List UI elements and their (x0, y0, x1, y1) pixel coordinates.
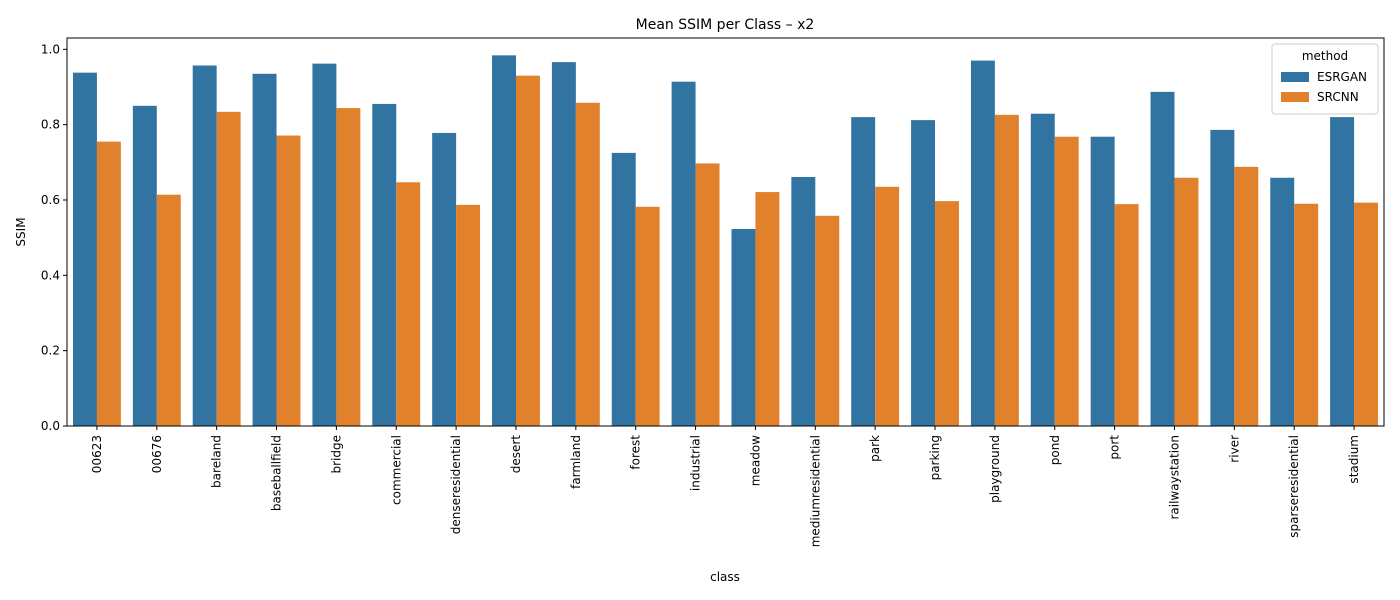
bar-esrgan-commercial (372, 103, 397, 427)
bars-layer (72, 55, 1379, 427)
x-tick-label-river: river (1227, 435, 1241, 463)
x-tick-label-00676: 00676 (150, 435, 164, 473)
legend: method ESRGAN SRCNN (1271, 43, 1379, 115)
x-tick-label-commercial: commercial (389, 435, 403, 505)
bar-srcnn-00676 (156, 194, 181, 426)
x-tick-label-farmland: farmland (569, 435, 583, 489)
bar-srcnn-desert (515, 75, 540, 427)
bar-srcnn-meadow (755, 192, 780, 426)
bar-esrgan-farmland (551, 62, 576, 427)
bar-srcnn-mediumresidential (815, 215, 840, 426)
x-axis-title: class (710, 570, 740, 584)
bar-srcnn-sparseresidential (1294, 203, 1319, 426)
legend-swatch-srcnn (1281, 92, 1309, 102)
bar-esrgan-playground (970, 60, 995, 426)
x-tick-label-00623: 00623 (90, 435, 104, 473)
bar-srcnn-river (1234, 166, 1259, 426)
bar-esrgan-railwaystation (1150, 91, 1175, 427)
bar-esrgan-00676 (132, 105, 157, 426)
y-axis-title: SSIM (14, 217, 28, 246)
bar-esrgan-00623 (72, 72, 97, 426)
bar-srcnn-farmland (575, 102, 600, 426)
x-tick-label-bridge: bridge (329, 435, 343, 474)
bar-esrgan-mediumresidential (791, 177, 816, 426)
bar-srcnn-park (875, 186, 900, 426)
legend-items: ESRGAN SRCNN (1281, 70, 1367, 104)
y-tick-label: 0.8 (41, 118, 60, 132)
bar-esrgan-pond (1030, 113, 1055, 426)
x-tick-label-baseballfield: baseballfield (270, 435, 284, 511)
x-tick-label-parking: parking (928, 435, 942, 480)
legend-title: method (1302, 49, 1348, 63)
bar-srcnn-port (1114, 204, 1139, 426)
y-tick-label: 0.6 (41, 193, 60, 207)
y-tick-label: 0.4 (41, 268, 60, 282)
y-tick-label: 0.0 (41, 419, 60, 433)
bar-esrgan-meadow (731, 228, 756, 426)
x-tick-label-denseresidential: denseresidential (449, 435, 463, 534)
x-tick-label-park: park (868, 435, 882, 462)
x-tick-label-industrial: industrial (689, 435, 703, 491)
bar-srcnn-parking (935, 201, 959, 426)
bar-srcnn-stadium (1354, 202, 1379, 426)
x-tick-label-railwaystation: railwaystation (1167, 435, 1181, 520)
x-tick-label-meadow: meadow (748, 435, 762, 486)
bar-esrgan-port (1090, 136, 1115, 426)
bar-srcnn-denseresidential (456, 204, 481, 426)
x-tick-label-stadium: stadium (1347, 435, 1361, 484)
bar-esrgan-park (851, 117, 876, 427)
bar-esrgan-forest (611, 152, 636, 426)
chart-title: Mean SSIM per Class – x2 (636, 17, 815, 33)
x-tick-label-bareland: bareland (210, 435, 224, 488)
bar-esrgan-parking (911, 120, 936, 427)
bar-esrgan-baseballfield (252, 73, 277, 426)
x-tick-label-forest: forest (629, 435, 643, 470)
bar-esrgan-stadium (1330, 117, 1355, 427)
bar-esrgan-sparseresidential (1270, 177, 1295, 426)
bar-srcnn-pond (1054, 136, 1079, 426)
x-tick-label-pond: pond (1048, 435, 1062, 465)
bar-esrgan-river (1210, 129, 1235, 426)
plot-frame (66, 37, 1385, 427)
bar-esrgan-industrial (671, 81, 696, 426)
y-tick-label: 1.0 (41, 42, 60, 56)
x-tick-label-playground: playground (988, 435, 1002, 503)
bar-esrgan-denseresidential (432, 132, 457, 426)
bar-srcnn-00623 (96, 141, 121, 426)
axes-layer: 0.0 0.2 0.4 0.6 0.8 1.0 00623 00676 bareland base… (41, 37, 1385, 547)
x-tick-label-desert: desert (509, 435, 523, 474)
x-tick-label-port: port (1108, 435, 1122, 460)
x-tick-label-mediumresidential: mediumresidential (808, 435, 822, 547)
bar-srcnn-bareland (216, 111, 241, 426)
legend-swatch-esrgan (1281, 72, 1309, 82)
bar-srcnn-bridge (336, 108, 361, 426)
legend-label-esrgan: ESRGAN (1317, 70, 1367, 84)
x-tick-label-sparseresidential: sparseresidential (1287, 435, 1301, 538)
bar-esrgan-desert (492, 55, 516, 426)
bar-srcnn-baseballfield (276, 135, 301, 426)
bar-srcnn-forest (635, 206, 660, 426)
y-tick-label: 0.2 (41, 344, 60, 358)
bar-srcnn-railwaystation (1174, 177, 1199, 426)
bar-esrgan-bridge (312, 63, 337, 427)
legend-label-srcnn: SRCNN (1317, 90, 1359, 104)
bar-srcnn-commercial (396, 182, 421, 426)
bar-srcnn-playground (994, 114, 1019, 426)
bar-srcnn-industrial (695, 163, 720, 426)
bar-esrgan-bareland (192, 65, 217, 426)
